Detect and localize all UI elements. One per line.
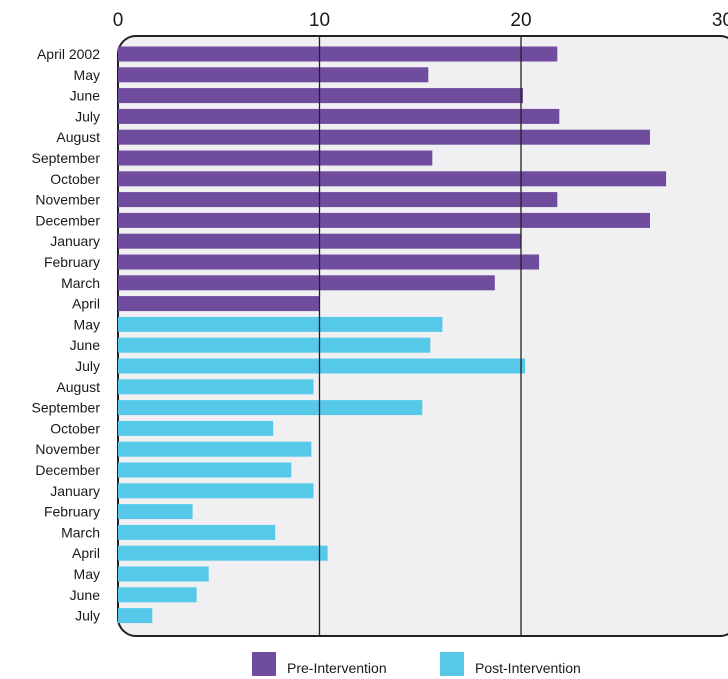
y-tick-label: June [70,88,101,104]
bar-post-18 [118,420,274,436]
bar-post-22 [118,504,193,520]
bar-pre-12 [118,296,320,312]
bar-pre-1 [118,67,429,83]
y-tick-label: September [32,400,101,416]
bar-pre-4 [118,129,650,145]
y-tick-label: April 2002 [37,46,100,62]
y-tick-label: April [72,545,100,561]
bar-post-16 [118,379,314,395]
bar-post-13 [118,316,443,332]
y-tick-label: June [70,337,101,353]
bar-pre-0 [118,46,558,62]
bar-post-25 [118,566,209,582]
y-tick-label: January [50,483,100,499]
bar-post-15 [118,358,525,374]
y-tick-label: December [35,212,100,228]
gridlines [318,36,522,636]
y-tick-label: February [44,254,100,270]
y-tick-label: January [50,233,100,249]
x-tick-label-10: 10 [309,10,330,31]
x-tick-label-0: 0 [113,10,124,31]
y-tick-label: July [75,358,100,374]
legend-label-pre: Pre-Intervention [287,660,387,676]
bar-pre-5 [118,150,433,166]
bar-pre-3 [118,108,560,124]
bars [118,46,667,624]
y-tick-label: October [50,420,100,436]
bar-post-26 [118,587,197,603]
bar-pre-6 [118,171,667,187]
x-axis-ticks: 0 10 20 30 [113,10,728,31]
bar-pre-11 [118,275,495,291]
legend: Pre-Intervention Post-Intervention [252,652,581,676]
y-tick-label: August [56,379,100,395]
bar-post-23 [118,524,276,540]
y-tick-label: April [72,296,100,312]
y-tick-label: March [61,524,100,540]
y-tick-label: May [74,566,100,582]
bar-post-19 [118,441,312,457]
y-tick-label: May [74,316,100,332]
x-tick-label-30: 30 [712,10,728,31]
bar-post-20 [118,462,292,478]
legend-swatch-post [440,652,464,676]
bar-post-14 [118,337,431,353]
y-tick-label: May [74,67,100,83]
bar-post-27 [118,608,153,624]
y-tick-label: October [50,171,100,187]
bar-pre-10 [118,254,540,270]
y-tick-label: February [44,504,100,520]
y-tick-label: December [35,462,100,478]
x-tick-label-20: 20 [510,10,531,31]
bar-pre-7 [118,192,558,208]
legend-label-post: Post-Intervention [475,660,581,676]
y-tick-label: June [70,587,101,603]
y-tick-label: July [75,108,100,124]
y-axis-labels: April 2002 May June July August September Octo… [32,46,101,624]
y-tick-label: August [56,129,100,145]
y-tick-label: September [32,150,101,166]
y-tick-label: March [61,275,100,291]
y-tick-label: July [75,608,100,624]
bar-pre-8 [118,212,650,228]
bar-post-21 [118,483,314,499]
bar-post-24 [118,545,328,561]
y-tick-label: November [35,441,100,457]
bar-post-17 [118,400,423,416]
bar-pre-2 [118,88,523,104]
legend-swatch-pre [252,652,276,676]
y-tick-label: November [35,192,100,208]
